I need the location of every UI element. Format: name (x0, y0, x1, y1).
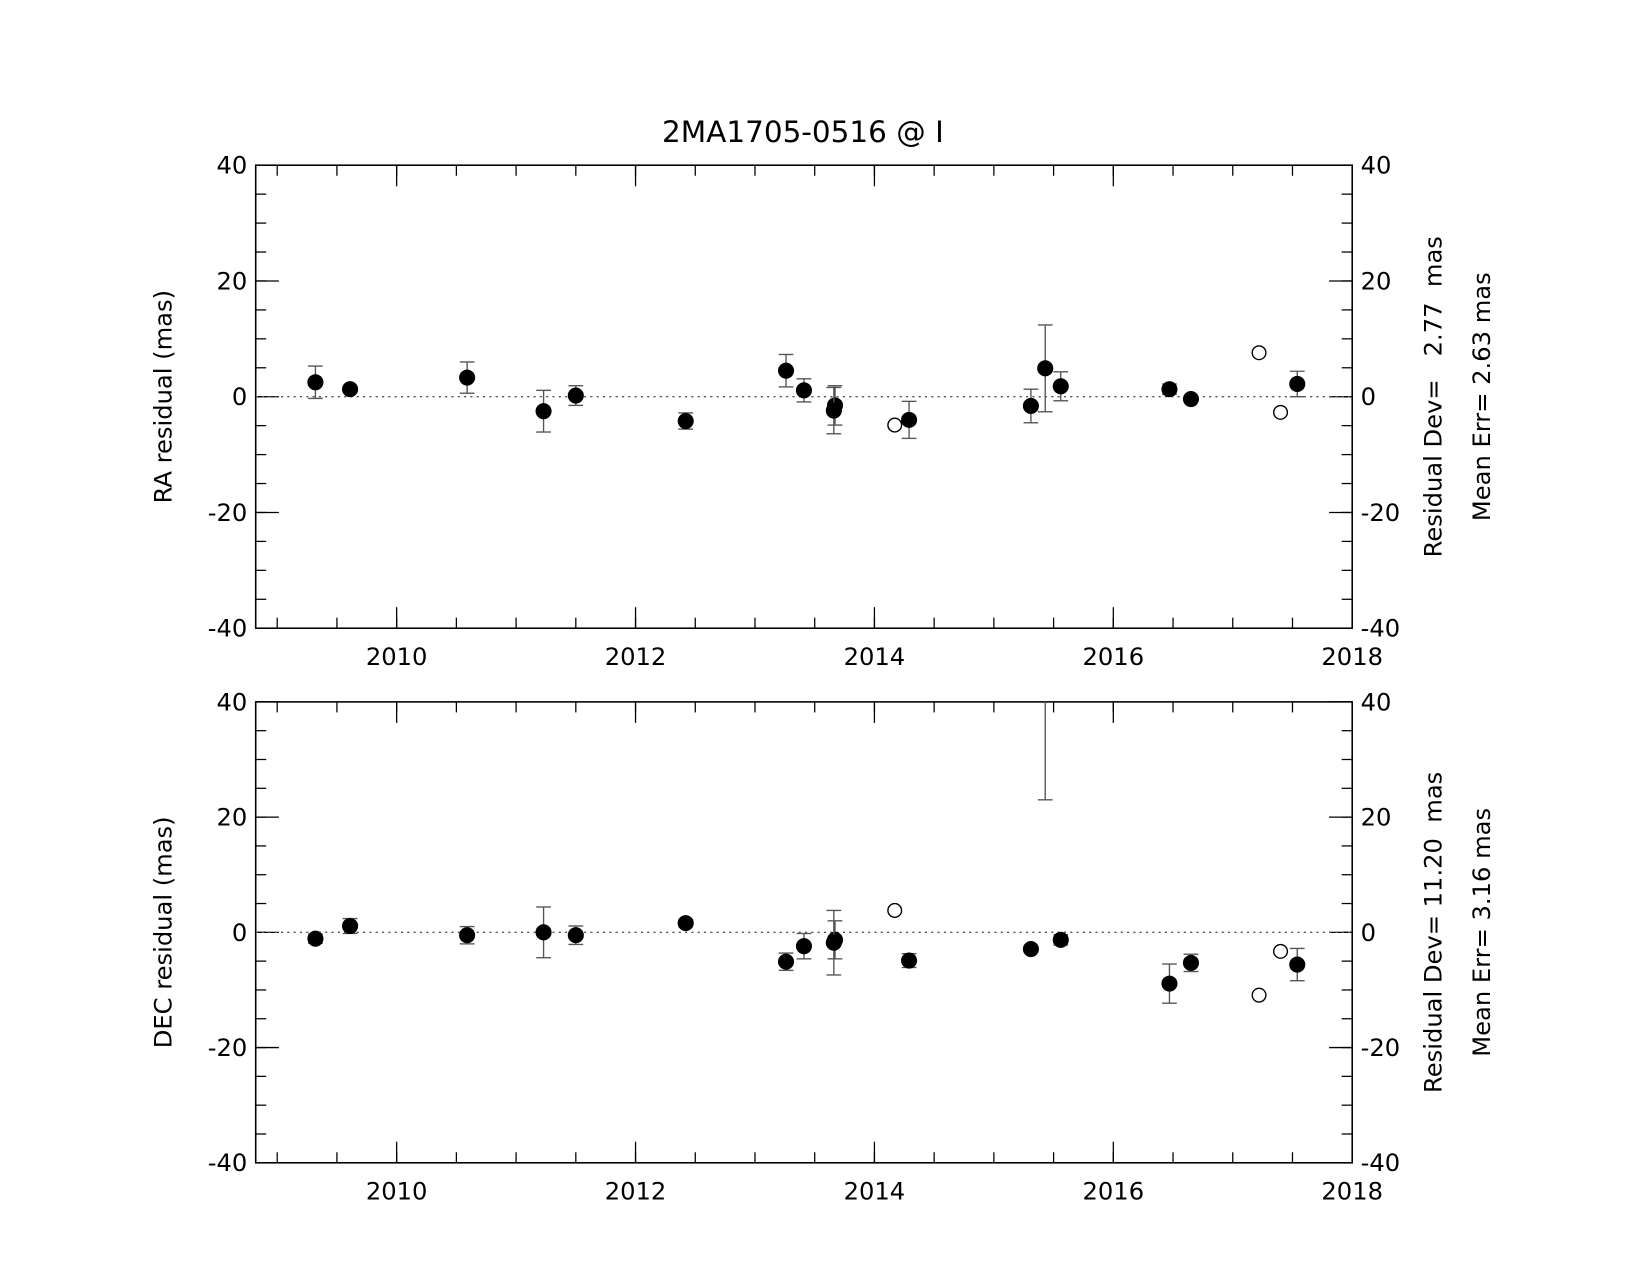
filled-point (1161, 975, 1178, 992)
filled-point (825, 934, 842, 951)
x-tick-label: 2012 (605, 643, 667, 671)
y2-tick-label: -20 (1361, 1034, 1401, 1062)
filled-point (1289, 956, 1306, 973)
y-axis-label: RA residual (mas) (150, 290, 178, 503)
filled-point (901, 952, 918, 969)
y2-tick-label: 40 (1361, 152, 1392, 180)
filled-point (307, 374, 324, 391)
filled-point (342, 381, 359, 398)
open-point (887, 902, 903, 918)
y-tick-label: -20 (208, 499, 248, 527)
x-tick-label: 2018 (1321, 1178, 1383, 1206)
open-point (1251, 987, 1267, 1003)
y2-tick-label: 20 (1361, 267, 1392, 295)
filled-point (1052, 378, 1069, 395)
filled-point (459, 369, 476, 386)
y-tick-label: 0 (232, 919, 247, 947)
filled-point (307, 930, 324, 947)
x-tick-label: 2014 (844, 1178, 906, 1206)
y-tick-label: -20 (208, 1034, 248, 1062)
filled-point (1161, 381, 1178, 398)
annotation: Residual Dev= 2.77 mas (1420, 236, 1448, 557)
open-point (1273, 943, 1289, 959)
open-point (1251, 345, 1267, 361)
x-tick-label: 2012 (605, 1178, 667, 1206)
filled-point (825, 402, 842, 419)
x-tick-label: 2016 (1083, 643, 1145, 671)
filled-point (1182, 954, 1200, 971)
x-tick-label: 2016 (1083, 1178, 1145, 1206)
y2-tick-label: -20 (1361, 499, 1401, 527)
y-tick-label: 40 (217, 152, 248, 180)
filled-point (1182, 390, 1200, 408)
filled-point (677, 412, 694, 430)
y-tick-label: -40 (208, 615, 248, 643)
y-tick-label: 40 (217, 688, 248, 716)
y2-tick-label: -40 (1361, 615, 1401, 643)
annotation: Mean Err= 3.16 mas (1468, 808, 1496, 1057)
annotation: Residual Dev= 11.20 mas (1420, 772, 1448, 1093)
x-tick-label: 2010 (366, 1178, 428, 1206)
filled-point (1022, 397, 1039, 415)
filled-point (795, 382, 813, 399)
filled-point (567, 387, 584, 404)
filled-point (777, 953, 795, 970)
y-tick-label: -40 (208, 1149, 248, 1177)
filled-point (535, 403, 552, 420)
filled-point (1289, 375, 1306, 393)
filled-point (777, 362, 795, 379)
filled-point (1022, 940, 1039, 958)
x-tick-label: 2018 (1321, 643, 1383, 671)
y-tick-label: 20 (217, 267, 248, 295)
x-tick-label: 2014 (844, 643, 906, 671)
y2-tick-label: 40 (1361, 688, 1392, 716)
y2-tick-label: -40 (1361, 1149, 1401, 1177)
y-axis-label: DEC residual (mas) (150, 816, 178, 1048)
y2-tick-label: 0 (1361, 919, 1376, 947)
filled-point (677, 915, 694, 932)
annotation: Mean Err= 2.63 mas (1468, 272, 1496, 521)
filled-point (795, 938, 813, 955)
filled-point (459, 927, 476, 944)
plot-area: 2MA1705-0516 @ I RA residual (mas) Residua… (150, 115, 1497, 1206)
y2-tick-label: 20 (1361, 804, 1392, 832)
chart-title: 2MA1705-0516 @ I (662, 115, 944, 149)
y-tick-label: 0 (232, 383, 247, 411)
y-tick-label: 20 (217, 804, 248, 832)
x-tick-label: 2010 (366, 643, 428, 671)
filled-point (535, 924, 552, 941)
filled-point (1052, 931, 1069, 948)
data-layer (255, 324, 1353, 440)
filled-point (342, 917, 359, 935)
open-point (887, 417, 903, 433)
open-point (1273, 404, 1289, 420)
filled-point (567, 927, 584, 944)
filled-point (1037, 360, 1054, 377)
filled-point (901, 411, 918, 428)
data-layer (255, 701, 1353, 1004)
y2-tick-label: 0 (1361, 383, 1376, 411)
